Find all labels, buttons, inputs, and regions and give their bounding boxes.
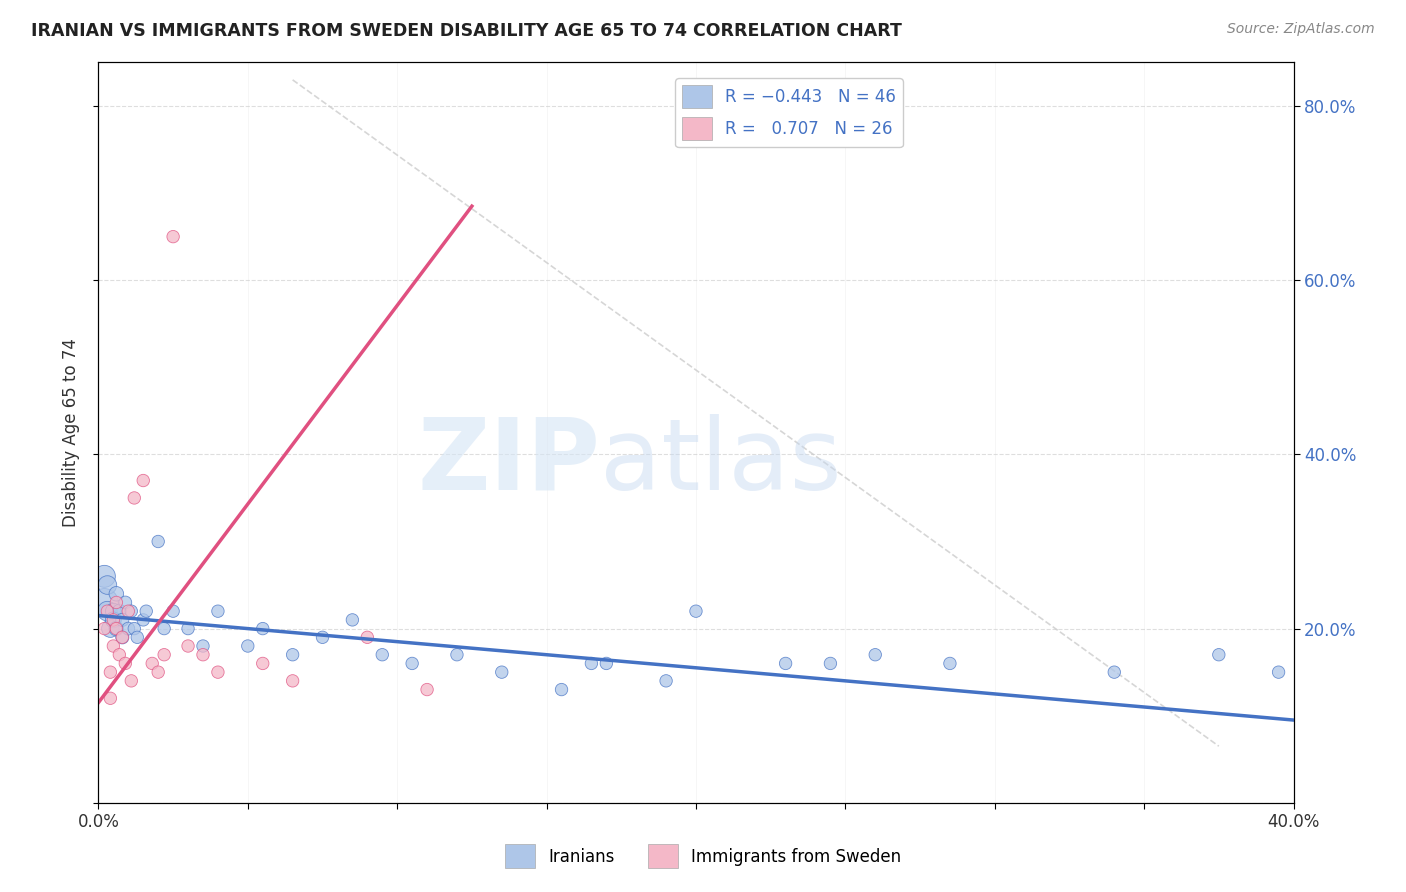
Point: [356, 630, 378, 644]
Point: [111, 630, 134, 644]
Point: [207, 665, 229, 680]
Point: [191, 639, 214, 653]
Point: [1208, 648, 1230, 662]
Point: [93, 622, 115, 636]
Point: [252, 657, 274, 671]
Point: [103, 613, 125, 627]
Point: [416, 682, 439, 697]
Point: [124, 622, 146, 636]
Point: [141, 657, 163, 671]
Y-axis label: Disability Age 65 to 74: Disability Age 65 to 74: [62, 338, 80, 527]
Point: [153, 648, 176, 662]
Point: [446, 648, 468, 662]
Point: [120, 673, 142, 688]
Point: [124, 491, 146, 505]
Point: [581, 657, 603, 671]
Point: [820, 657, 842, 671]
Point: [491, 665, 513, 680]
Point: [93, 595, 115, 609]
Point: [103, 613, 125, 627]
Point: [108, 648, 131, 662]
Point: [342, 613, 364, 627]
Point: [401, 657, 423, 671]
Text: IRANIAN VS IMMIGRANTS FROM SWEDEN DISABILITY AGE 65 TO 74 CORRELATION CHART: IRANIAN VS IMMIGRANTS FROM SWEDEN DISABI…: [31, 22, 901, 40]
Point: [96, 578, 118, 592]
Point: [655, 673, 678, 688]
Point: [1104, 665, 1126, 680]
Point: [177, 639, 200, 653]
Point: [236, 639, 259, 653]
Point: [371, 648, 394, 662]
Point: [111, 613, 134, 627]
Point: [775, 657, 797, 671]
Point: [1267, 665, 1289, 680]
Point: [114, 657, 136, 671]
Point: [685, 604, 707, 618]
Text: atlas: atlas: [600, 414, 842, 511]
Point: [98, 691, 122, 706]
Legend: R = −0.443   N = 46, R =   0.707   N = 26: R = −0.443 N = 46, R = 0.707 N = 26: [675, 78, 903, 147]
Point: [550, 682, 572, 697]
Point: [93, 569, 115, 583]
Point: [111, 630, 134, 644]
Point: [105, 587, 128, 601]
Point: [162, 229, 184, 244]
Point: [105, 622, 128, 636]
Point: [105, 595, 128, 609]
Point: [105, 622, 128, 636]
Point: [311, 630, 333, 644]
Point: [939, 657, 962, 671]
Point: [96, 604, 118, 618]
Point: [595, 657, 617, 671]
Point: [103, 604, 125, 618]
Point: [153, 622, 176, 636]
Point: [98, 665, 122, 680]
Point: [148, 665, 170, 680]
Point: [120, 604, 142, 618]
Point: [162, 604, 184, 618]
Point: [207, 604, 229, 618]
Text: Source: ZipAtlas.com: Source: ZipAtlas.com: [1227, 22, 1375, 37]
Point: [117, 604, 139, 618]
Point: [132, 613, 155, 627]
Point: [281, 648, 304, 662]
Point: [127, 630, 149, 644]
Point: [191, 648, 214, 662]
Point: [96, 604, 118, 618]
Point: [135, 604, 157, 618]
Point: [108, 604, 131, 618]
Point: [117, 622, 139, 636]
Text: ZIP: ZIP: [418, 414, 600, 511]
Point: [865, 648, 887, 662]
Point: [177, 622, 200, 636]
Point: [148, 534, 170, 549]
Point: [281, 673, 304, 688]
Point: [252, 622, 274, 636]
Point: [114, 595, 136, 609]
Point: [98, 622, 122, 636]
Point: [103, 639, 125, 653]
Legend: Iranians, Immigrants from Sweden: Iranians, Immigrants from Sweden: [498, 838, 908, 875]
Point: [132, 474, 155, 488]
